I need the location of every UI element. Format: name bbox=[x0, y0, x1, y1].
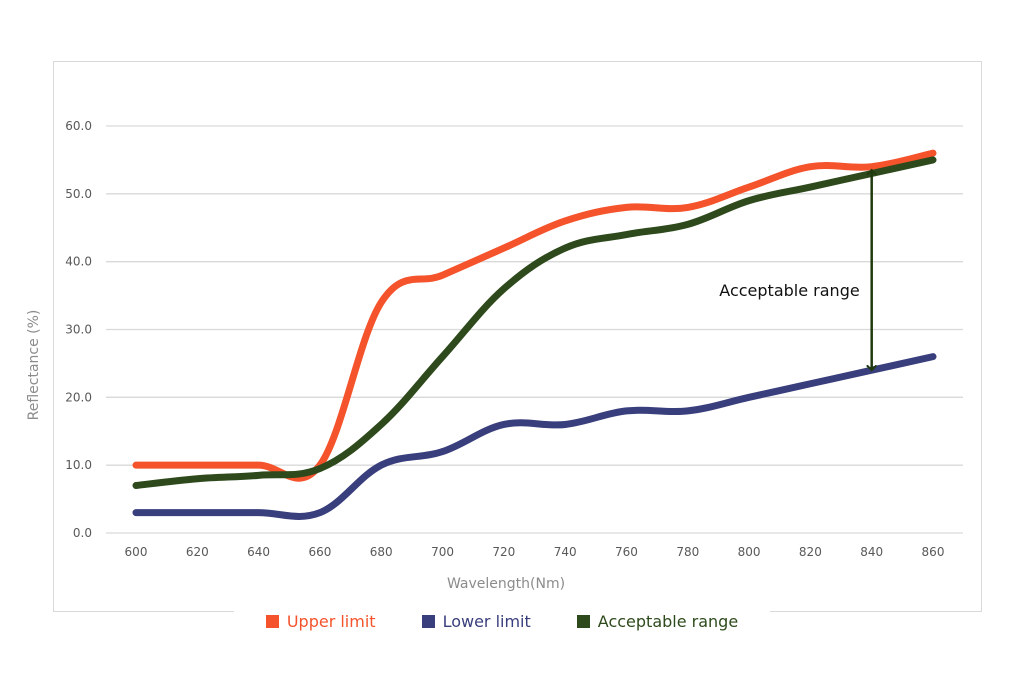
x-tick-label: 720 bbox=[492, 545, 515, 559]
legend-swatch-upper-limit bbox=[265, 614, 279, 628]
y-tick-label: 20.0 bbox=[65, 390, 92, 404]
x-tick-label: 600 bbox=[125, 545, 148, 559]
series-line-lower-limit bbox=[132, 353, 937, 520]
legend-swatch-acceptable-range bbox=[576, 614, 590, 628]
y-tick-label: 0.0 bbox=[73, 526, 92, 540]
x-tick-label: 780 bbox=[676, 545, 699, 559]
x-tick-label: 860 bbox=[922, 545, 945, 559]
x-tick-label: 640 bbox=[247, 545, 270, 559]
x-tick-label: 760 bbox=[615, 545, 638, 559]
x-tick-label: 700 bbox=[431, 545, 454, 559]
y-tick-label: 30.0 bbox=[65, 323, 92, 337]
x-tick-label: 820 bbox=[799, 545, 822, 559]
legend-label-upper-limit: Upper limit bbox=[286, 611, 376, 631]
y-tick-label: 60.0 bbox=[65, 119, 92, 133]
y-tick-label: 10.0 bbox=[65, 458, 92, 472]
legend-label-acceptable-range: Acceptable range bbox=[597, 611, 739, 631]
legend-swatch-lower-limit bbox=[421, 614, 435, 628]
series-line-acceptable-range bbox=[132, 156, 937, 490]
y-tick-label: 40.0 bbox=[65, 255, 92, 269]
legend: Upper limit Lower limit Acceptable range bbox=[234, 603, 770, 639]
x-tick-label: 620 bbox=[186, 545, 209, 559]
legend-item-lower-limit: Lower limit bbox=[421, 611, 531, 631]
series-line-upper-limit bbox=[132, 149, 937, 482]
x-tick-label: 740 bbox=[554, 545, 577, 559]
y-axis-title: Reflectance (%) bbox=[26, 310, 42, 421]
x-tick-label: 660 bbox=[308, 545, 331, 559]
x-tick-label: 840 bbox=[860, 545, 883, 559]
x-axis-title: Wavelength(Nm) bbox=[447, 576, 565, 592]
y-tick-label: 50.0 bbox=[65, 187, 92, 201]
legend-item-upper-limit: Upper limit bbox=[265, 611, 376, 631]
x-tick-label: 680 bbox=[370, 545, 393, 559]
x-tick-label: 800 bbox=[738, 545, 761, 559]
legend-item-acceptable-range: Acceptable range bbox=[576, 611, 739, 631]
annotation-label: Acceptable range bbox=[719, 281, 859, 300]
legend-label-lower-limit: Lower limit bbox=[442, 611, 531, 631]
chart-frame bbox=[53, 61, 982, 612]
